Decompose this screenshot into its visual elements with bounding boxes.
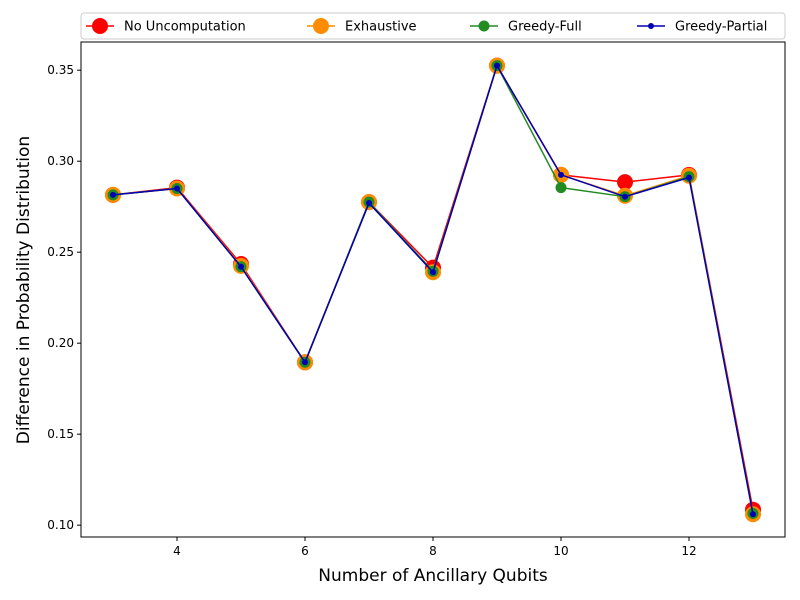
- data-point: [174, 185, 180, 192]
- legend-label: Exhaustive: [345, 20, 417, 35]
- y-tick-label: 0.10: [47, 518, 74, 532]
- legend-item: Greedy-Partial: [637, 20, 767, 35]
- y-tick-label: 0.20: [47, 336, 74, 350]
- legend-marker: [313, 18, 329, 34]
- y-axis-label: Difference in Probability Distribution: [14, 136, 34, 444]
- data-point: [302, 359, 308, 366]
- data-point: [617, 174, 633, 191]
- x-tick-label: 12: [681, 544, 696, 558]
- x-tick-label: 10: [553, 544, 568, 558]
- legend-label: Greedy-Partial: [675, 20, 767, 35]
- legend-marker: [478, 20, 490, 32]
- legend-item: Exhaustive: [307, 18, 417, 35]
- legend-marker: [92, 18, 108, 34]
- data-point: [555, 182, 567, 194]
- data-point: [558, 171, 564, 178]
- legend-item: Greedy-Full: [470, 20, 582, 35]
- x-axis-label: Number of Ancillary Qubits: [318, 566, 548, 586]
- data-point: [622, 193, 628, 200]
- x-tick-label: 4: [173, 544, 181, 558]
- data-point: [238, 263, 244, 270]
- x-axis-ticks: 4 6 8 10 12: [173, 537, 697, 558]
- legend-label: Greedy-Full: [508, 20, 582, 35]
- data-point: [110, 191, 116, 198]
- y-tick-label: 0.15: [47, 427, 74, 441]
- series-layer: [105, 57, 761, 523]
- y-tick-label: 0.35: [47, 63, 74, 77]
- legend-label: No Uncomputation: [124, 20, 246, 35]
- x-tick-label: 8: [429, 544, 437, 558]
- data-point: [750, 511, 756, 518]
- legend-marker: [648, 23, 654, 29]
- legend-item: No Uncomputation: [86, 18, 246, 35]
- series-greedy-partial: [110, 62, 756, 518]
- x-tick-label: 6: [301, 544, 309, 558]
- y-tick-label: 0.25: [47, 245, 74, 259]
- legend: No Uncomputation Exhaustive Greedy-Full Gre…: [80, 12, 786, 40]
- y-axis-ticks: 0.10 0.15 0.20 0.25 0.30 0.35: [47, 63, 81, 532]
- y-tick-label: 0.30: [47, 154, 74, 168]
- data-point: [686, 174, 692, 181]
- data-point: [430, 269, 436, 276]
- data-point: [494, 62, 500, 69]
- data-point: [366, 200, 372, 207]
- legend-box: [80, 12, 786, 40]
